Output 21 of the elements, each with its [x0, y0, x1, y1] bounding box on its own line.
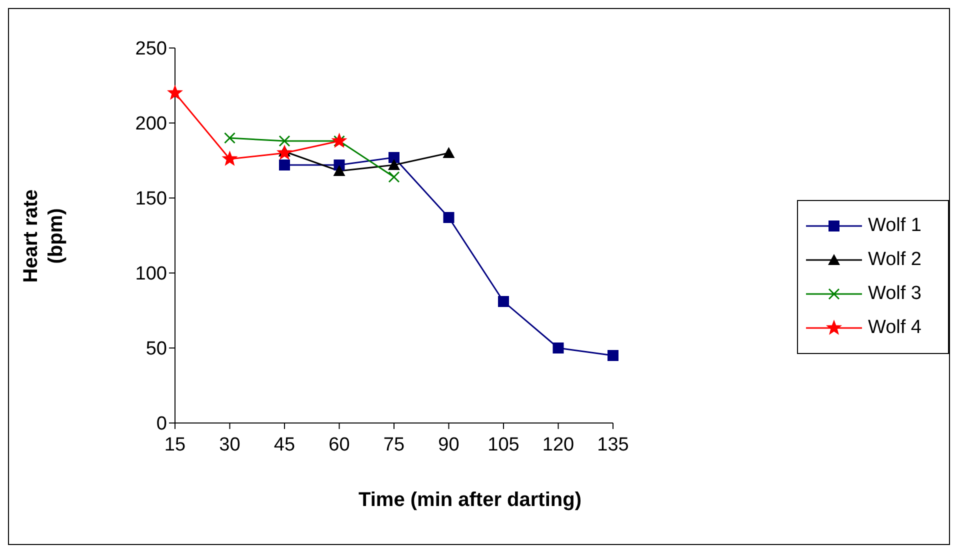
x-tick-label: 45 [274, 434, 296, 456]
x-tick-label: 75 [383, 434, 405, 456]
y-tick-label: 250 [135, 38, 167, 60]
y-tick-label: 150 [135, 188, 167, 210]
legend-label: Wolf 1 [868, 214, 922, 236]
x-tick-label: 135 [597, 434, 629, 456]
y-tick-label: 50 [146, 338, 167, 360]
x-tick-label: 120 [542, 434, 574, 456]
x-tick-label: 90 [438, 434, 460, 456]
x-tick-label: 30 [219, 434, 240, 456]
x-tick-label: 60 [328, 434, 350, 456]
x-axis-title: Time (min after darting) [358, 489, 582, 512]
x-tick-label: 15 [164, 434, 186, 456]
y-axis-title: Heart rate (bpm) [19, 188, 68, 284]
y-tick-label: 100 [135, 264, 167, 285]
x-tick-label: 105 [488, 434, 520, 456]
y-tick-label: 200 [135, 114, 167, 135]
legend-label: Wolf 2 [868, 248, 922, 270]
legend-label: Wolf 3 [868, 282, 922, 304]
y-tick-label: 0 [156, 414, 167, 435]
legend-label: Wolf 4 [868, 316, 922, 338]
